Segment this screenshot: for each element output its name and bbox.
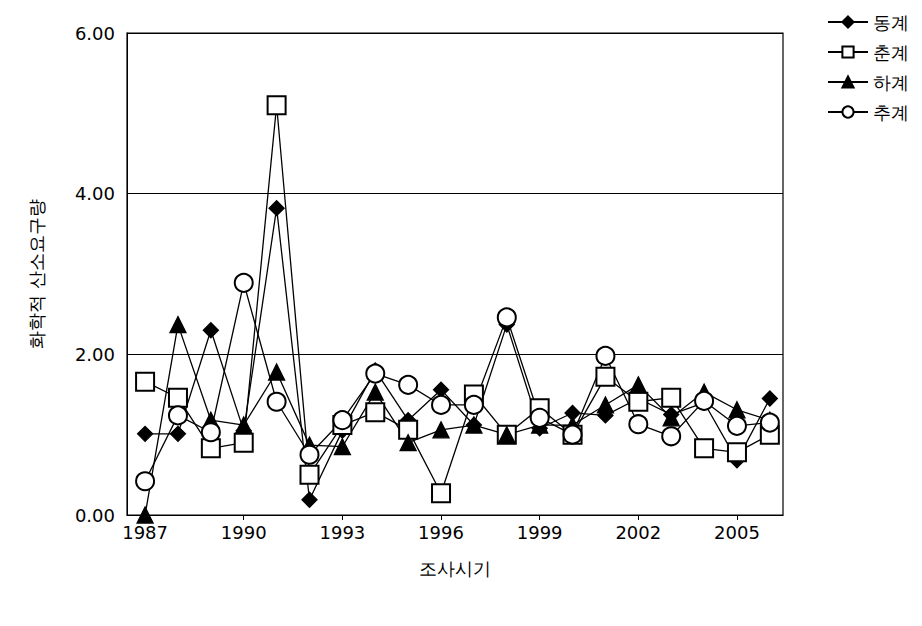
svg-text:2.00: 2.00 (75, 344, 115, 365)
svg-text:1993: 1993 (319, 522, 365, 543)
svg-text:조사시기: 조사시기 (419, 558, 491, 579)
svg-text:1987: 1987 (122, 522, 168, 543)
svg-text:춘계: 춘계 (873, 42, 909, 63)
svg-text:동계: 동계 (873, 12, 909, 33)
svg-text:추계: 추계 (873, 102, 909, 123)
svg-text:4.00: 4.00 (75, 183, 115, 204)
svg-text:0.00: 0.00 (75, 505, 115, 526)
svg-text:1996: 1996 (418, 522, 464, 543)
svg-text:1999: 1999 (517, 522, 563, 543)
svg-text:2002: 2002 (615, 522, 661, 543)
svg-text:화학적 산소요구량: 화학적 산소요구량 (26, 199, 47, 349)
svg-text:1990: 1990 (221, 522, 267, 543)
svg-text:2005: 2005 (714, 522, 760, 543)
svg-text:하계: 하계 (873, 72, 909, 93)
svg-text:6.00: 6.00 (75, 23, 115, 44)
